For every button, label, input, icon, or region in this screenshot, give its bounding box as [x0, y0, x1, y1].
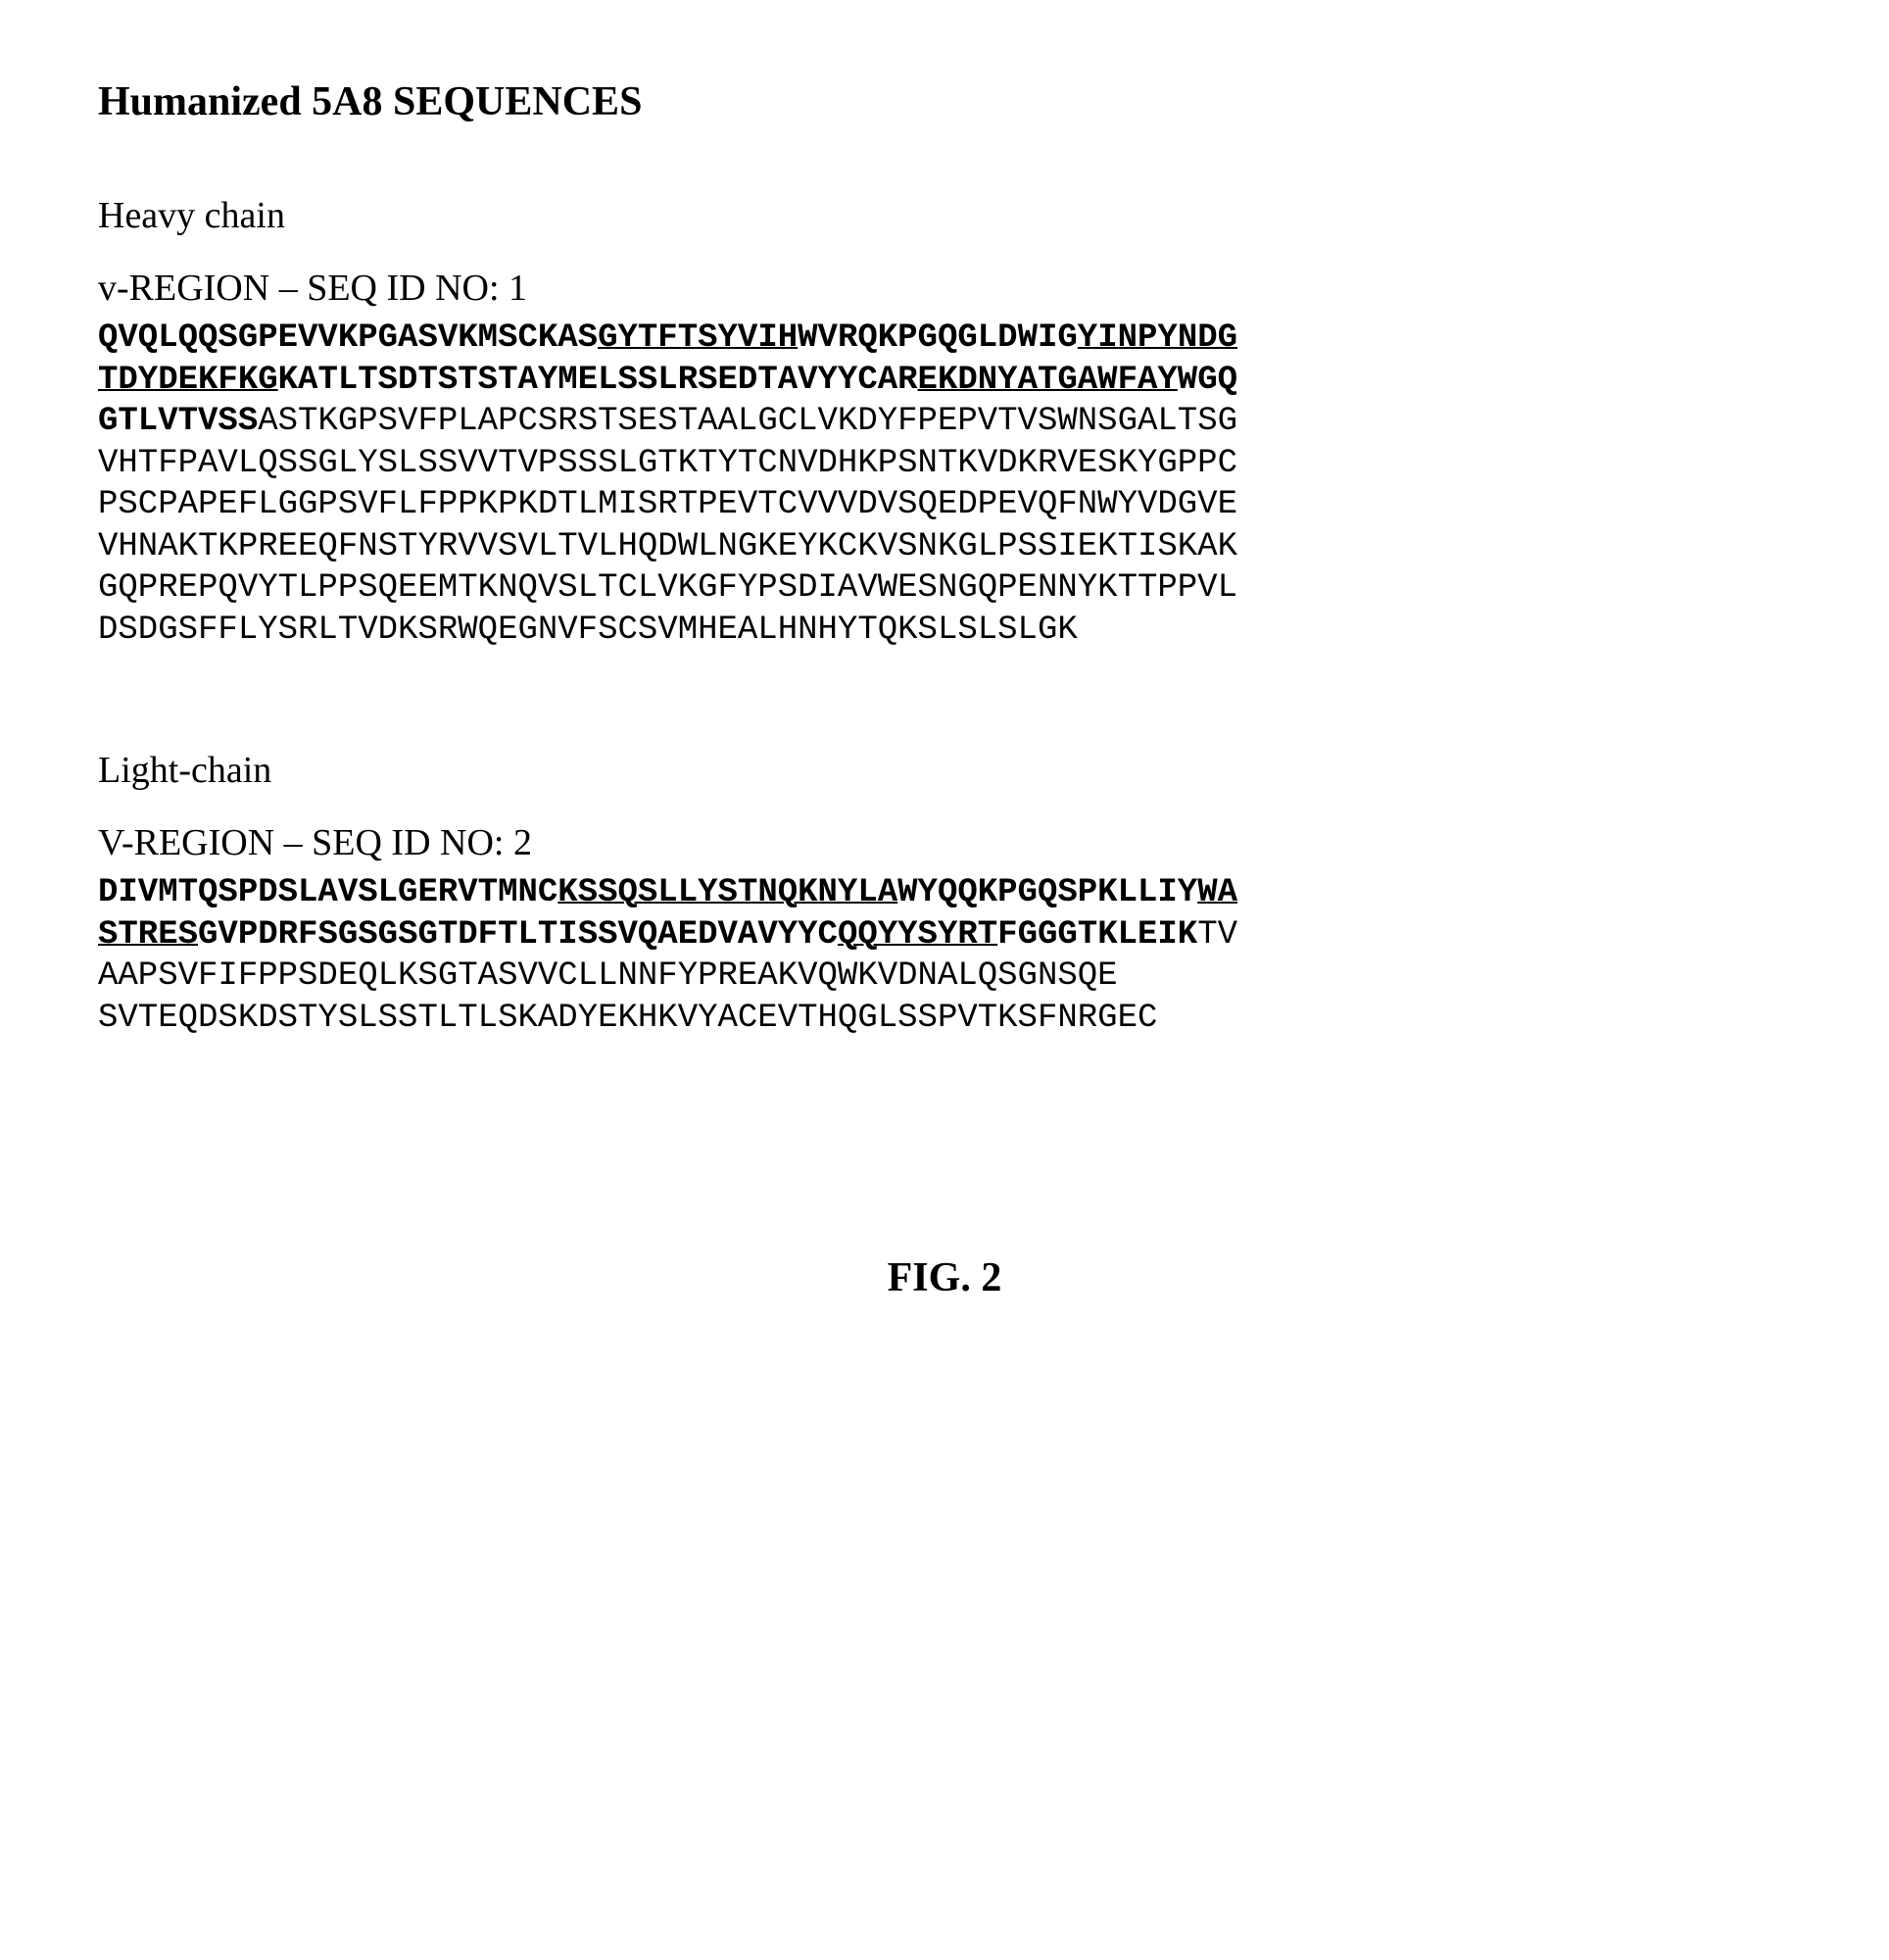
sequence-run: ASTKGPSVFPLAPCSRSTSESTAALGCLVKDYFPEPVTVS… — [258, 403, 1237, 440]
sequence-run: WVRQKPGQGLDWIG — [798, 319, 1078, 357]
sequence-run: GYTFTSYVIH — [598, 319, 798, 357]
sequence-run: GTLVTVSS — [98, 403, 258, 440]
sequence-run: AAPSVFIFPPSDEQLKSGTASVVCLLNNFYPREAKVQWKV… — [98, 957, 1118, 995]
sequence-run: GVPDRFSGSGSGTDFTLTISSVQAEDVAVYYC — [198, 916, 838, 954]
sequence-run: VHNAKTKPREEQFNSTYRVVSVLTVLHQDWLNGKEYKCKV… — [98, 528, 1237, 565]
sequence-run: FGGGTKLEIK — [997, 916, 1197, 954]
sequence-run: QVQLQQSGPEVVKPGASVKMSCKAS — [98, 319, 598, 357]
sequence-run: PSCPAPEFLGGPSVFLFPPKPKDTLMISRTPEVTCVVVDV… — [98, 486, 1237, 523]
sequence-run: TV — [1197, 916, 1237, 954]
light-sequence: DIVMTQSPDSLAVSLGERVTMNCKSSQSLLYSTNQKNYLA… — [98, 872, 1791, 1039]
sequence-run: WA — [1197, 874, 1237, 911]
light-chain-label: Light-chain — [98, 749, 1791, 792]
sequence-run: WGQ — [1178, 362, 1237, 399]
sequence-run: EKDNYATGAWFAY — [918, 362, 1178, 399]
sequence-run: WYQQKPGQSPKLLIY — [897, 874, 1197, 911]
sequence-run: STRES — [98, 916, 198, 954]
sequence-run: SVTEQDSKDSTYSLSSTLTLSKADYEKHKVYACEVTHQGL… — [98, 1000, 1157, 1037]
sequence-run: GQPREPQVYTLPPSQEEMTKNQVSLTCLVKGFYPSDIAVW… — [98, 569, 1237, 607]
heavy-region-label: v-REGION – SEQ ID NO: 1 — [98, 267, 1791, 310]
page-title: Humanized 5A8 SEQUENCES — [98, 78, 1791, 125]
figure-label: FIG. 2 — [98, 1254, 1791, 1301]
sequence-run: VHTFPAVLQSSGLYSLSSVVTVPSSSLGTKTYTCNVDHKP… — [98, 445, 1237, 482]
heavy-chain-label: Heavy chain — [98, 194, 1791, 237]
sequence-run: YINPYNDG — [1078, 319, 1237, 357]
sequence-run: TDYDEKFKG — [98, 362, 278, 399]
sequence-run: KSSQSLLYSTNQKNYLA — [557, 874, 897, 911]
sequence-run: DSDGSFFLYSRLTVDKSRWQEGNVFSCSVMHEALHNHYTQ… — [98, 612, 1078, 649]
sequence-run: DIVMTQSPDSLAVSLGERVTMNC — [98, 874, 557, 911]
heavy-sequence: QVQLQQSGPEVVKPGASVKMSCKASGYTFTSYVIHWVRQK… — [98, 318, 1791, 651]
sequence-run: QQYYSYRT — [838, 916, 997, 954]
light-region-label: V-REGION – SEQ ID NO: 2 — [98, 821, 1791, 864]
sequence-run: KATLTSDTSTSTAYMELSSLRSEDTAVYYCAR — [278, 362, 918, 399]
